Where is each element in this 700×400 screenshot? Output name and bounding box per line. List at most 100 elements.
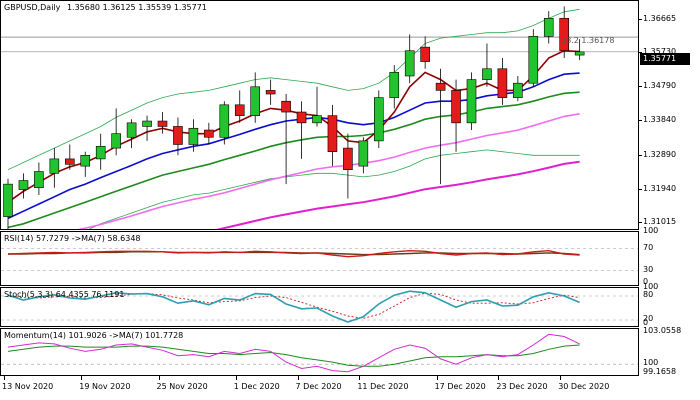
bull-candle <box>80 154 91 167</box>
date-axis-label: 11 Dec 2020 <box>357 382 409 391</box>
bear-candle <box>451 90 461 124</box>
bear-candle <box>265 90 276 95</box>
date-axis-label: 25 Nov 2020 <box>156 382 208 391</box>
date-axis-label: 30 Dec 2020 <box>558 382 610 391</box>
indicator-axis-label: 0 <box>643 318 649 327</box>
indicator-axis-label: 99.1658 <box>643 367 677 376</box>
ma-blue-line <box>7 72 580 220</box>
bear-candle <box>173 126 183 145</box>
bear-candle <box>327 115 338 152</box>
indicator-axis-label: 0 <box>643 277 649 286</box>
indicator-axis-label: 80 <box>643 290 654 299</box>
ma-fast-line <box>7 49 580 203</box>
indicator-axis-label: 30 <box>643 264 654 274</box>
price-tick <box>639 52 642 54</box>
stoch-axis: 100 80 20 0 <box>639 282 700 327</box>
rsi-title: RSI(14) 57.7279 ->MA(7) 58.6348 <box>4 234 141 243</box>
bull-candle <box>18 180 29 190</box>
bull-candle <box>513 82 523 98</box>
bear-candle <box>65 158 75 165</box>
ma-pink-line <box>77 113 580 229</box>
bear-candle <box>343 147 353 171</box>
bull-candle <box>373 97 384 142</box>
current-price-badge: 1.35771 <box>640 53 690 65</box>
chart-symbol-header: GBPUSD,Daily 1.35680 1.36125 1.35539 1.3… <box>4 3 207 12</box>
rsi-line <box>7 249 580 258</box>
price-chart-svg <box>1 6 638 229</box>
price-tick <box>639 86 642 88</box>
bull-candle <box>574 51 585 56</box>
bull-candle <box>3 183 13 217</box>
date-axis: 13 Nov 2020 19 Nov 2020 25 Nov 2020 1 Dec 2… <box>0 376 639 400</box>
stoch-pane[interactable]: Stoch(5,3,3) 64.4355 76.1191 <box>0 287 639 327</box>
bear-candle <box>420 46 430 62</box>
momentum-pane[interactable]: Momentum(14) 101.9026 ->MA(7) 101.7728 <box>0 328 639 376</box>
indicator-axis-label: 100 <box>643 226 659 235</box>
momentum-axis: 103.0558 100 99.1658 <box>639 325 700 376</box>
rsi-svg <box>1 248 638 271</box>
price-axis-label: 1.33840 <box>643 115 677 125</box>
price-tick <box>639 222 642 224</box>
date-axis-label: 13 Nov 2020 <box>2 382 54 391</box>
upper-band-line <box>7 8 580 171</box>
indicator-axis-label: 100 <box>643 282 659 291</box>
bear-candle <box>497 68 508 98</box>
date-tick <box>359 376 361 380</box>
symbol-label: GBPUSD,Daily <box>4 3 61 12</box>
price-tick <box>639 120 642 122</box>
lower-band-line <box>88 149 580 229</box>
ohlc-label: 1.35680 1.36125 1.35539 1.35771 <box>66 3 207 12</box>
indicator-axis-label: 20 <box>643 314 654 323</box>
bull-candle <box>126 122 137 138</box>
bull-candle <box>49 158 60 174</box>
bear-candle <box>234 104 245 116</box>
bull-candle <box>188 127 199 145</box>
date-axis-label: 17 Dec 2020 <box>434 382 486 391</box>
date-axis-label: 1 Dec 2020 <box>233 382 280 391</box>
bear-candle <box>157 120 168 127</box>
date-axis-label: 7 Dec 2020 <box>295 382 342 391</box>
price-tick <box>639 154 642 156</box>
date-tick <box>297 376 299 380</box>
bull-candle <box>389 72 400 98</box>
momentum-svg <box>1 333 638 373</box>
price-tick <box>639 18 642 20</box>
momentum-title: Momentum(14) 101.9026 ->MA(7) 101.7728 <box>4 331 184 340</box>
bull-candle <box>528 36 539 84</box>
date-axis-label: 19 Nov 2020 <box>79 382 131 391</box>
price-chart-pane[interactable]: GBPUSD,Daily 1.35680 1.36125 1.35539 1.3… <box>0 0 639 230</box>
indicator-axis-label: 70 <box>643 242 654 252</box>
price-axis-label: 1.36665 <box>643 13 677 23</box>
date-tick <box>158 376 160 380</box>
price-tick <box>639 188 642 190</box>
rsi-axis: 100 70 30 0 <box>639 226 700 286</box>
date-tick <box>235 376 237 380</box>
date-tick <box>498 376 500 380</box>
stoch-svg <box>1 290 638 323</box>
bull-candle <box>219 104 230 138</box>
indicator-axis-label: 103.0558 <box>643 325 682 335</box>
bull-candle <box>358 140 369 167</box>
bull-candle <box>142 120 152 127</box>
indicator-axis-label: 100 <box>643 358 659 368</box>
price-axis-label: 1.35730 <box>643 47 677 57</box>
bull-candle <box>111 133 121 149</box>
rsi-pane[interactable]: RSI(14) 57.7279 ->MA(7) 58.6348 <box>0 231 639 286</box>
stoch-main-line <box>7 290 580 323</box>
date-tick <box>81 376 83 380</box>
date-axis-label: 23 Dec 2020 <box>496 382 548 391</box>
date-tick <box>436 376 438 380</box>
stoch-title: Stoch(5,3,3) 64.4355 76.1191 <box>4 290 125 299</box>
bull-candle <box>482 68 492 80</box>
bull-candle <box>312 115 322 124</box>
bull-candle <box>95 145 106 160</box>
bear-candle <box>281 100 291 113</box>
fibo-level-label: 38.2 1.36178 <box>561 36 615 45</box>
bear-candle <box>559 18 570 52</box>
bear-candle <box>204 129 214 138</box>
bull-candle <box>34 171 44 189</box>
bull-candle <box>466 79 477 124</box>
bear-candle <box>435 82 446 91</box>
price-axis-label: 1.31940 <box>643 183 677 193</box>
date-tick <box>4 376 5 380</box>
